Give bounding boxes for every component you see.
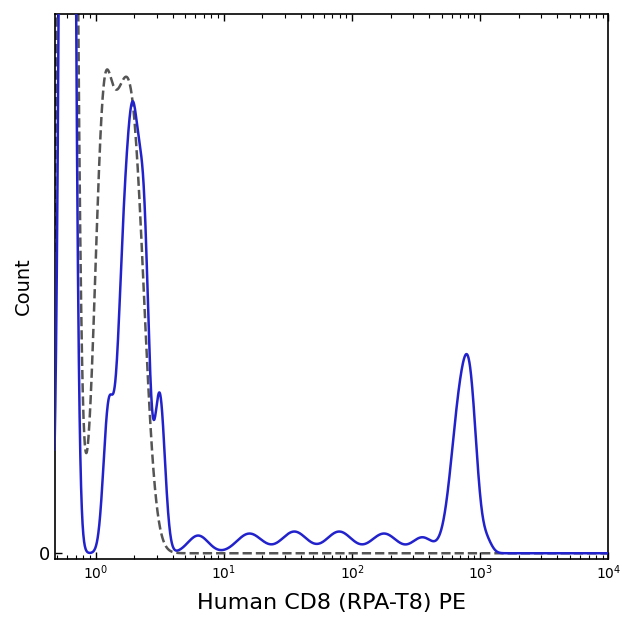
X-axis label: Human CD8 (RPA-T8) PE: Human CD8 (RPA-T8) PE: [197, 593, 466, 613]
Y-axis label: Count: Count: [14, 257, 33, 315]
